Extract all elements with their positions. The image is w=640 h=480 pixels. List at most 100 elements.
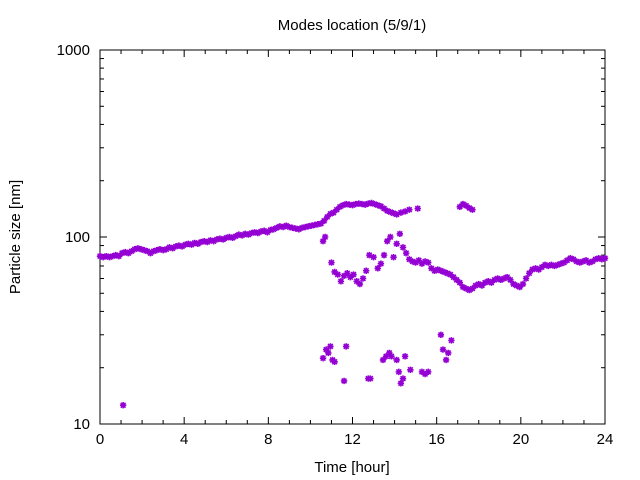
data-point [380, 205, 388, 212]
data-point [456, 279, 464, 286]
data-point [425, 259, 432, 266]
data-point [339, 201, 347, 209]
data-point [327, 343, 334, 350]
data-point [207, 237, 214, 244]
data-point [535, 266, 542, 273]
data-point [106, 253, 113, 261]
data-point [428, 265, 435, 272]
data-point [366, 251, 373, 259]
data-point [488, 279, 495, 286]
data-point [522, 275, 530, 282]
data-point [563, 257, 571, 264]
data-point [437, 331, 445, 338]
data-point [387, 233, 394, 241]
y-tick-label: 100 [65, 229, 90, 246]
data-point [334, 271, 341, 278]
data-point [448, 337, 455, 344]
data-point [442, 356, 450, 364]
data-point [440, 268, 448, 276]
data-point [462, 202, 470, 209]
data-point [340, 377, 348, 385]
data-point [395, 368, 402, 376]
data-point [388, 353, 395, 360]
x-tick-label: 12 [344, 431, 361, 448]
data-point [273, 224, 280, 231]
data-point [379, 356, 387, 364]
data-point [544, 262, 552, 270]
data-point [459, 283, 467, 291]
data-point [472, 282, 479, 289]
data-point [485, 278, 492, 285]
data-point [390, 253, 397, 261]
data-point [399, 244, 407, 251]
data-point [324, 213, 331, 221]
data-point [397, 209, 405, 216]
data-point [204, 238, 211, 246]
data-point [415, 257, 422, 264]
data-point [532, 265, 539, 272]
data-point [137, 246, 145, 253]
data-point [254, 229, 262, 237]
data-point [150, 247, 157, 255]
data-point [421, 370, 429, 378]
data-point [519, 280, 527, 288]
data-point [337, 278, 345, 285]
data-point [320, 217, 328, 225]
data-point [361, 201, 369, 208]
data-point [260, 227, 268, 234]
data-point [431, 267, 438, 274]
data-point [356, 280, 364, 288]
data-point [245, 231, 252, 238]
data-point [401, 208, 409, 215]
data-point [450, 273, 457, 281]
x-tick-label: 20 [512, 431, 529, 448]
data-point [538, 263, 546, 271]
data-point [541, 261, 549, 269]
data-point [513, 282, 520, 289]
y-tick-label: 10 [73, 416, 90, 433]
data-point [401, 353, 409, 360]
data-point [153, 246, 161, 254]
data-point [598, 256, 606, 263]
data-point [396, 230, 404, 238]
data-point [570, 256, 577, 263]
data-point [393, 211, 400, 218]
data-point [109, 252, 116, 260]
data-point [437, 267, 445, 274]
data-point [399, 375, 407, 382]
data-point [96, 252, 104, 260]
x-tick-label: 24 [597, 431, 614, 448]
axis-ticks [99, 49, 606, 425]
data-point [103, 252, 110, 260]
data-point [554, 261, 561, 269]
data-point [459, 200, 467, 208]
data-point [359, 275, 367, 282]
data-point [122, 248, 129, 256]
x-tick-label: 4 [180, 431, 188, 448]
data-point [406, 256, 413, 263]
data-point [321, 233, 329, 241]
data-point [283, 222, 290, 229]
data-point [592, 256, 599, 263]
data-point [336, 203, 344, 211]
data-point [384, 237, 391, 245]
data-point [469, 285, 476, 292]
data-point [374, 265, 381, 272]
data-point [371, 200, 378, 208]
data-point [342, 343, 350, 350]
data-point [172, 243, 179, 250]
data-point [425, 368, 432, 376]
data-point [166, 244, 173, 251]
data-point [469, 206, 476, 213]
data-point [226, 233, 233, 241]
data-point [589, 258, 596, 265]
data-point [210, 237, 217, 245]
data-point [216, 235, 224, 242]
data-point [264, 229, 271, 236]
data-point [557, 260, 565, 267]
data-point [548, 261, 555, 269]
data-point [481, 279, 489, 286]
data-point [402, 249, 410, 257]
data-point [163, 246, 170, 253]
data-point [213, 236, 220, 243]
